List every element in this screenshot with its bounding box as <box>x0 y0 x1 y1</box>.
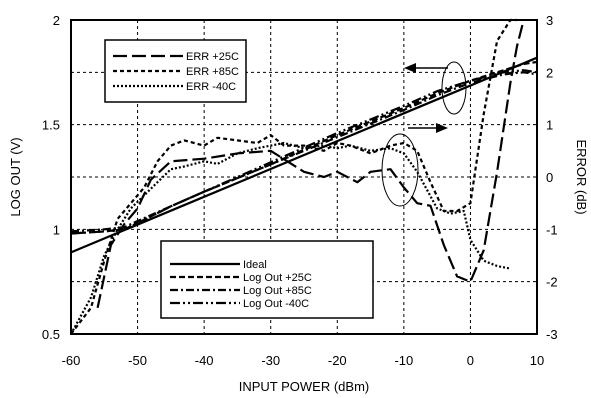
x-tick-label: 10 <box>530 353 544 368</box>
x-tick-label: -50 <box>128 353 147 368</box>
y2-axis-label: ERROR (dB) <box>574 139 589 214</box>
callout-error-left-axis <box>381 123 448 207</box>
series-line-ideal <box>70 56 538 254</box>
left-y-tick-label: 1 <box>53 222 60 237</box>
right-y-tick-label: -3 <box>546 327 558 342</box>
right-y-tick-label: 2 <box>546 65 553 80</box>
legend-entry-label: Log Out +25C <box>243 272 312 284</box>
x-axis-label: INPUT POWER (dBm) <box>239 379 370 394</box>
left-y-tick-label: 0.5 <box>42 327 60 342</box>
left-y-tick-label: 2 <box>53 13 60 28</box>
series-line-err-85c <box>70 18 517 335</box>
series-line-log-out-85c <box>70 71 538 233</box>
legend-entry-label: Ideal <box>243 259 267 271</box>
right-y-tick-label: -1 <box>546 222 558 237</box>
series-line-log-out-40c <box>70 69 538 235</box>
error-series-group <box>70 18 525 335</box>
legend-error: ERR +25C ERR +85C ERR -40C <box>104 39 247 103</box>
right-y-tick-label: 3 <box>546 13 553 28</box>
callout-ellipse-log <box>441 61 467 115</box>
plot-frame <box>70 19 538 335</box>
legend-entry-label: Log Out +85C <box>243 285 312 297</box>
callout-log-out-right-axis <box>404 61 467 115</box>
x-tick-labels: -60 -50 -40 -30 -20 -10 0 10 <box>62 353 545 368</box>
x-tick-label: 0 <box>467 353 474 368</box>
x-tick-label: -30 <box>261 353 280 368</box>
y-axis-label: LOG OUT (V) <box>8 137 23 216</box>
right-y-tick-labels: -3 -2 -1 0 1 2 3 <box>546 13 558 342</box>
x-tick-label: -20 <box>328 353 347 368</box>
legend-entry-label: Log Out -40C <box>243 298 309 310</box>
x-tick-label: -40 <box>195 353 214 368</box>
log-out-series-group <box>70 56 538 254</box>
right-y-tick-label: 1 <box>546 118 553 133</box>
grid-lines <box>71 20 537 334</box>
callout-ellipse-error <box>381 133 419 207</box>
right-y-tick-label: -2 <box>546 275 558 290</box>
arrowhead-left <box>404 63 416 73</box>
x-tick-label: -10 <box>394 353 413 368</box>
legend-entry-label: ERR +25C <box>186 51 239 63</box>
series-line-err-40c <box>70 141 511 335</box>
x-tick-label: -60 <box>62 353 81 368</box>
arrowhead-right <box>436 123 448 133</box>
left-y-tick-label: 1.5 <box>42 118 60 133</box>
left-y-tick-labels: 0.5 1 1.5 2 <box>42 13 60 342</box>
legend-entry-label: ERR +85C <box>186 66 239 78</box>
right-y-tick-label: 0 <box>546 170 553 185</box>
legend-entry-label: ERR -40C <box>186 81 236 93</box>
legend-box <box>160 240 374 319</box>
